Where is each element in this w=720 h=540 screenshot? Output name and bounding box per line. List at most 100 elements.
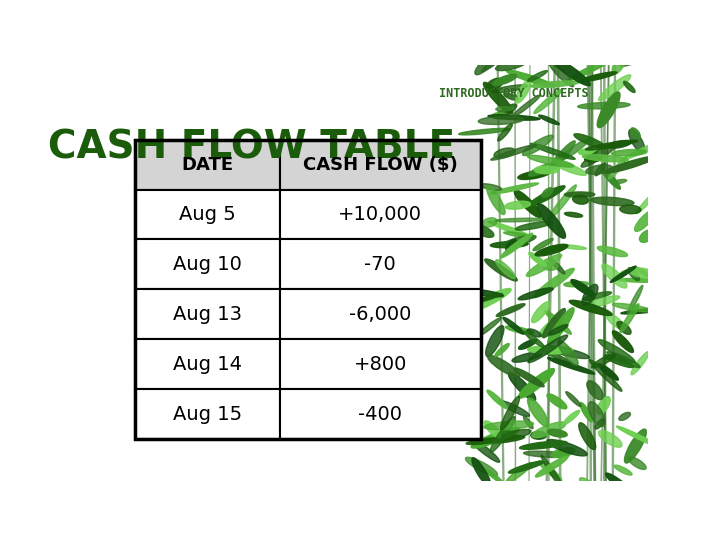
Ellipse shape bbox=[533, 239, 553, 251]
Ellipse shape bbox=[466, 437, 505, 444]
Ellipse shape bbox=[597, 397, 611, 414]
Text: Aug 13: Aug 13 bbox=[173, 305, 242, 324]
Ellipse shape bbox=[516, 221, 552, 230]
Ellipse shape bbox=[528, 71, 547, 82]
Ellipse shape bbox=[539, 115, 559, 125]
Ellipse shape bbox=[539, 318, 560, 336]
Bar bbox=[135, 190, 280, 239]
Bar bbox=[135, 140, 280, 190]
Ellipse shape bbox=[488, 221, 534, 238]
Ellipse shape bbox=[580, 402, 593, 422]
Ellipse shape bbox=[564, 281, 589, 287]
Ellipse shape bbox=[585, 140, 638, 150]
Ellipse shape bbox=[550, 57, 590, 86]
Ellipse shape bbox=[635, 268, 652, 277]
Ellipse shape bbox=[495, 218, 545, 222]
Ellipse shape bbox=[473, 225, 494, 238]
Ellipse shape bbox=[505, 201, 531, 210]
Ellipse shape bbox=[639, 230, 654, 242]
Text: Aug 15: Aug 15 bbox=[173, 404, 242, 423]
Ellipse shape bbox=[604, 355, 634, 368]
Ellipse shape bbox=[528, 335, 567, 363]
Ellipse shape bbox=[539, 348, 572, 363]
Text: INTRODUCTORY CONCEPTS: INTRODUCTORY CONCEPTS bbox=[439, 87, 589, 100]
Ellipse shape bbox=[486, 326, 504, 356]
Ellipse shape bbox=[535, 244, 568, 256]
Ellipse shape bbox=[574, 134, 606, 148]
Ellipse shape bbox=[590, 360, 622, 392]
Ellipse shape bbox=[528, 186, 565, 206]
Ellipse shape bbox=[523, 451, 569, 457]
Ellipse shape bbox=[549, 325, 568, 335]
Ellipse shape bbox=[546, 440, 588, 456]
Ellipse shape bbox=[500, 401, 529, 416]
Ellipse shape bbox=[484, 421, 534, 430]
Ellipse shape bbox=[598, 430, 622, 447]
Ellipse shape bbox=[508, 373, 536, 401]
Ellipse shape bbox=[552, 448, 575, 457]
Ellipse shape bbox=[477, 318, 501, 337]
Ellipse shape bbox=[611, 266, 636, 282]
Ellipse shape bbox=[548, 308, 574, 345]
Ellipse shape bbox=[524, 331, 544, 348]
Ellipse shape bbox=[585, 156, 601, 162]
Ellipse shape bbox=[547, 429, 567, 437]
Ellipse shape bbox=[567, 58, 613, 81]
Ellipse shape bbox=[504, 93, 518, 100]
Ellipse shape bbox=[520, 441, 567, 449]
Ellipse shape bbox=[566, 392, 581, 407]
Ellipse shape bbox=[542, 188, 553, 197]
Ellipse shape bbox=[518, 340, 536, 349]
Ellipse shape bbox=[618, 413, 631, 421]
Ellipse shape bbox=[590, 197, 634, 206]
Ellipse shape bbox=[613, 303, 652, 312]
Ellipse shape bbox=[582, 296, 620, 308]
Ellipse shape bbox=[601, 168, 621, 189]
Ellipse shape bbox=[598, 92, 620, 127]
Ellipse shape bbox=[530, 81, 580, 87]
Ellipse shape bbox=[545, 346, 590, 359]
Ellipse shape bbox=[586, 165, 613, 174]
Ellipse shape bbox=[505, 326, 534, 334]
Ellipse shape bbox=[483, 82, 513, 113]
Ellipse shape bbox=[506, 70, 554, 87]
Ellipse shape bbox=[495, 343, 509, 356]
Ellipse shape bbox=[542, 308, 565, 338]
Text: Aug 10: Aug 10 bbox=[173, 255, 242, 274]
Ellipse shape bbox=[636, 188, 660, 214]
Ellipse shape bbox=[571, 280, 594, 296]
Ellipse shape bbox=[464, 289, 503, 297]
Ellipse shape bbox=[492, 113, 506, 119]
Ellipse shape bbox=[558, 341, 578, 365]
Ellipse shape bbox=[484, 468, 503, 484]
Ellipse shape bbox=[549, 258, 565, 274]
Ellipse shape bbox=[617, 321, 631, 334]
Ellipse shape bbox=[598, 75, 631, 100]
Ellipse shape bbox=[487, 186, 505, 214]
Ellipse shape bbox=[528, 253, 546, 266]
Ellipse shape bbox=[531, 431, 546, 439]
Ellipse shape bbox=[495, 260, 516, 279]
Ellipse shape bbox=[618, 278, 665, 282]
Ellipse shape bbox=[549, 62, 574, 87]
Ellipse shape bbox=[534, 90, 562, 113]
Bar bbox=[280, 289, 481, 339]
Ellipse shape bbox=[518, 288, 553, 300]
Ellipse shape bbox=[607, 352, 640, 368]
Bar bbox=[280, 389, 481, 439]
Text: Aug 5: Aug 5 bbox=[179, 205, 235, 224]
Ellipse shape bbox=[560, 245, 587, 249]
Bar bbox=[280, 140, 481, 190]
Ellipse shape bbox=[581, 141, 619, 167]
Ellipse shape bbox=[459, 294, 503, 307]
Ellipse shape bbox=[604, 157, 656, 173]
Ellipse shape bbox=[523, 416, 533, 429]
Ellipse shape bbox=[498, 429, 531, 440]
Ellipse shape bbox=[482, 44, 516, 72]
Ellipse shape bbox=[583, 292, 611, 300]
Ellipse shape bbox=[621, 140, 663, 161]
Text: CASH FLOW TABLE: CASH FLOW TABLE bbox=[48, 129, 455, 167]
Text: -6,000: -6,000 bbox=[349, 305, 411, 324]
Bar bbox=[135, 389, 280, 439]
Ellipse shape bbox=[485, 421, 501, 438]
